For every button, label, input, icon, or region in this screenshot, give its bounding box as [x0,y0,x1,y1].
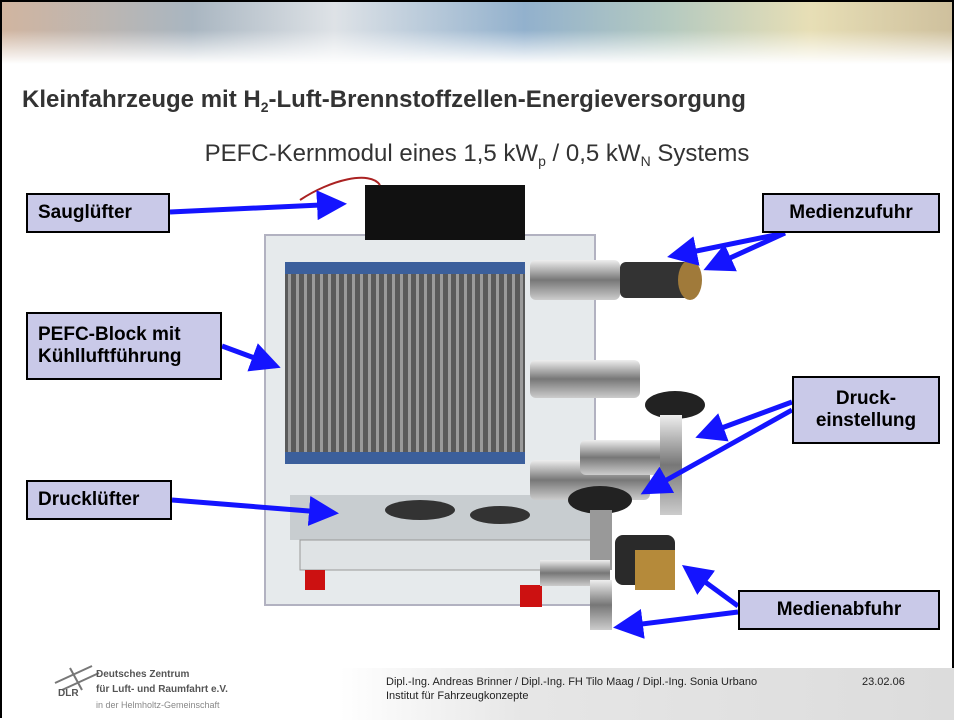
label-text: Druck- [835,388,897,409]
device [264,176,705,630]
arrow [221,343,281,372]
label-text: PEFC-Block mit [38,324,181,345]
label-box: Medienzufuhr [762,193,940,233]
arrow [169,190,347,221]
label-box: PEFC-Block mit Kühlluftführung [26,312,222,380]
label-box: Drucklüfter [26,480,172,520]
logo-mark-text: DLR [58,688,79,699]
label-text: Drucklüfter [38,489,140,510]
label-box: Druck-einstellung [792,376,940,444]
dlr-logo-mark [54,665,100,691]
subtitle-text: PEFC-Kernmodul eines 1,5 kW [204,140,539,167]
label-text: Medienzufuhr [789,202,913,223]
arrow [695,399,793,442]
title-subscript: 2 [260,99,269,115]
footer-authors: Dipl.-Ing. Andreas Brinner / Dipl.-Ing. … [386,676,758,688]
label-box: Sauglüfter [26,193,170,233]
subtitle-subscript: N [640,153,651,169]
footer-date: 23.02.06 [862,676,905,688]
label-text: einstellung [815,410,917,431]
banner-fade [2,30,952,64]
arrow [640,407,794,495]
slide-title: Kleinfahrzeuge mit H2-Luft-Brennstoffzel… [22,86,746,115]
slide-subtitle: PEFC-Kernmodul eines 1,5 kWp / 0,5 kWN S… [0,140,954,169]
subtitle-text: Systems [650,140,750,167]
label-box: Medienabfuhr [738,590,940,630]
title-text: Kleinfahrzeuge mit H [22,86,261,113]
label-text: Sauglüfter [38,202,132,223]
arrow [613,609,739,639]
arrow [681,565,740,609]
subtitle-subscript: p [538,153,546,169]
arrow [703,230,787,272]
logo-text: in der Helmholtz-Gemeinschaft [96,700,220,710]
logo-text: Deutsches Zentrum [96,669,190,680]
label-text: Medienabfuhr [776,599,902,620]
subtitle-text: / 0,5 kW [545,140,641,167]
callout-arrows [169,190,794,639]
footer-institute: Institut für Fahrzeugkonzepte [386,690,529,702]
footer-band [340,668,954,720]
arrow [171,496,339,526]
title-text: -Luft-Brennstoffzellen-Energieversorgung [268,86,746,113]
logo-text: für Luft- und Raumfahrt e.V. [96,684,228,695]
label-text: Kühlluftführung [38,346,182,367]
arrow [667,230,786,266]
